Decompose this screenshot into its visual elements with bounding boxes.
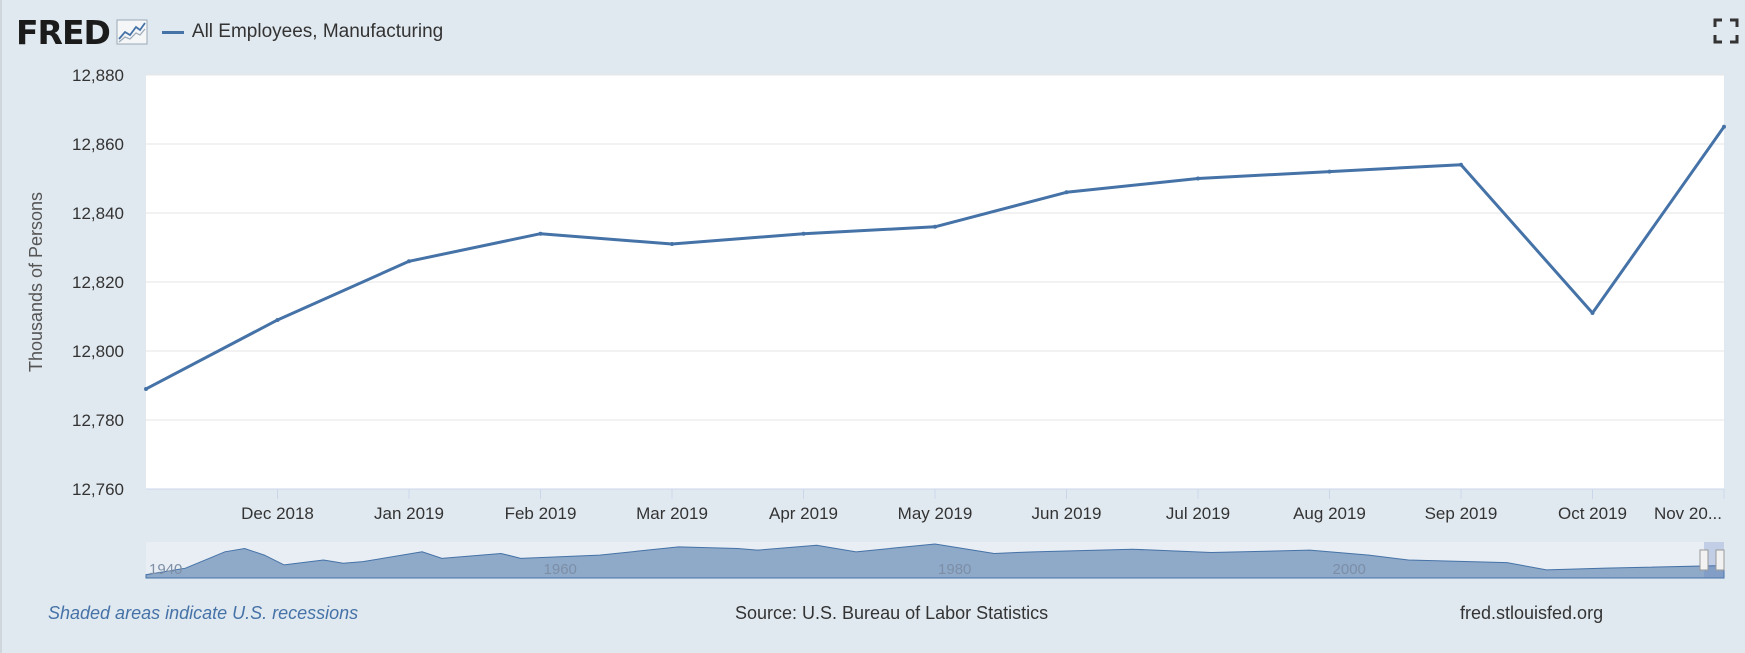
fred-graph-icon	[116, 19, 148, 45]
data-point	[1590, 311, 1595, 316]
chart-header: FRED All Employees, Manufacturing	[16, 12, 443, 52]
data-point	[933, 224, 937, 229]
data-point	[1196, 176, 1200, 181]
x-tick-label: Feb 2019	[505, 504, 577, 523]
data-point	[275, 317, 280, 322]
x-tick-label: Apr 2019	[769, 504, 838, 523]
y-tick-label: 12,760	[72, 480, 124, 499]
y-axis: 12,760 12,780 12,800 12,820 12,840 12,860 12,8…	[72, 66, 124, 499]
data-point	[670, 242, 674, 247]
navigator-handle[interactable]	[1699, 549, 1709, 571]
recessions-note[interactable]: Shaded areas indicate U.S. recessions	[48, 603, 359, 623]
data-point	[1064, 190, 1069, 195]
data-point	[1327, 169, 1332, 174]
y-tick-label: 12,840	[72, 204, 124, 223]
navigator-area	[145, 543, 1725, 579]
x-tick-label: Jan 2019	[374, 504, 444, 523]
x-tick-label: May 2019	[898, 504, 973, 523]
navigator-year-label: 1940	[149, 561, 182, 578]
data-point	[538, 231, 543, 236]
navigator-handle[interactable]	[1715, 549, 1725, 571]
legend[interactable]: All Employees, Manufacturing	[161, 21, 444, 43]
data-point	[144, 386, 148, 391]
data-point	[407, 259, 411, 264]
navigator-year-label: 1960	[544, 561, 577, 578]
x-tick-label: Jun 2019	[1032, 504, 1102, 523]
x-tick-label: Oct 2019	[1558, 504, 1627, 523]
fullscreen-icon[interactable]	[1713, 18, 1739, 44]
data-point	[1459, 162, 1463, 167]
data-point	[801, 231, 806, 236]
legend-swatch	[161, 30, 184, 34]
data-point	[1722, 124, 1726, 129]
navigator-year-label: 1980	[938, 561, 971, 578]
y-tick-label: 12,820	[72, 273, 124, 292]
y-tick-label: 12,860	[72, 135, 124, 154]
site-link[interactable]: fred.stlouisfed.org	[1460, 603, 1604, 623]
series-layer	[144, 124, 1726, 391]
legend-label: All Employees, Manufacturing	[191, 21, 444, 42]
y-axis-label: Thousands of Persons	[26, 192, 46, 372]
x-tick-label: Dec 2018	[241, 504, 314, 523]
x-tick-label: Mar 2019	[636, 504, 708, 523]
x-tick-label: Sep 2019	[1425, 504, 1498, 523]
source-note: Source: U.S. Bureau of Labor Statistics	[735, 603, 1049, 623]
x-axis: Dec 2018 Jan 2019 Feb 2019 Mar 2019 Apr 2019…	[146, 488, 1725, 523]
y-tick-label: 12,780	[72, 411, 124, 430]
navigator[interactable]: 1940 1960 1980 2000	[145, 542, 1725, 579]
x-tick-label: Aug 2019	[1293, 504, 1366, 523]
y-tick-label: 12,880	[72, 66, 124, 85]
x-tick-label: Jul 2019	[1166, 504, 1230, 523]
y-tick-label: 12,800	[72, 342, 124, 361]
navigator-year-label: 2000	[1333, 561, 1366, 578]
chart: 12,760 12,780 12,800 12,820 12,840 12,860 12,8…	[26, 66, 1726, 579]
x-tick-label: Nov 20...	[1654, 504, 1722, 523]
fred-logo[interactable]: FRED	[16, 12, 111, 52]
